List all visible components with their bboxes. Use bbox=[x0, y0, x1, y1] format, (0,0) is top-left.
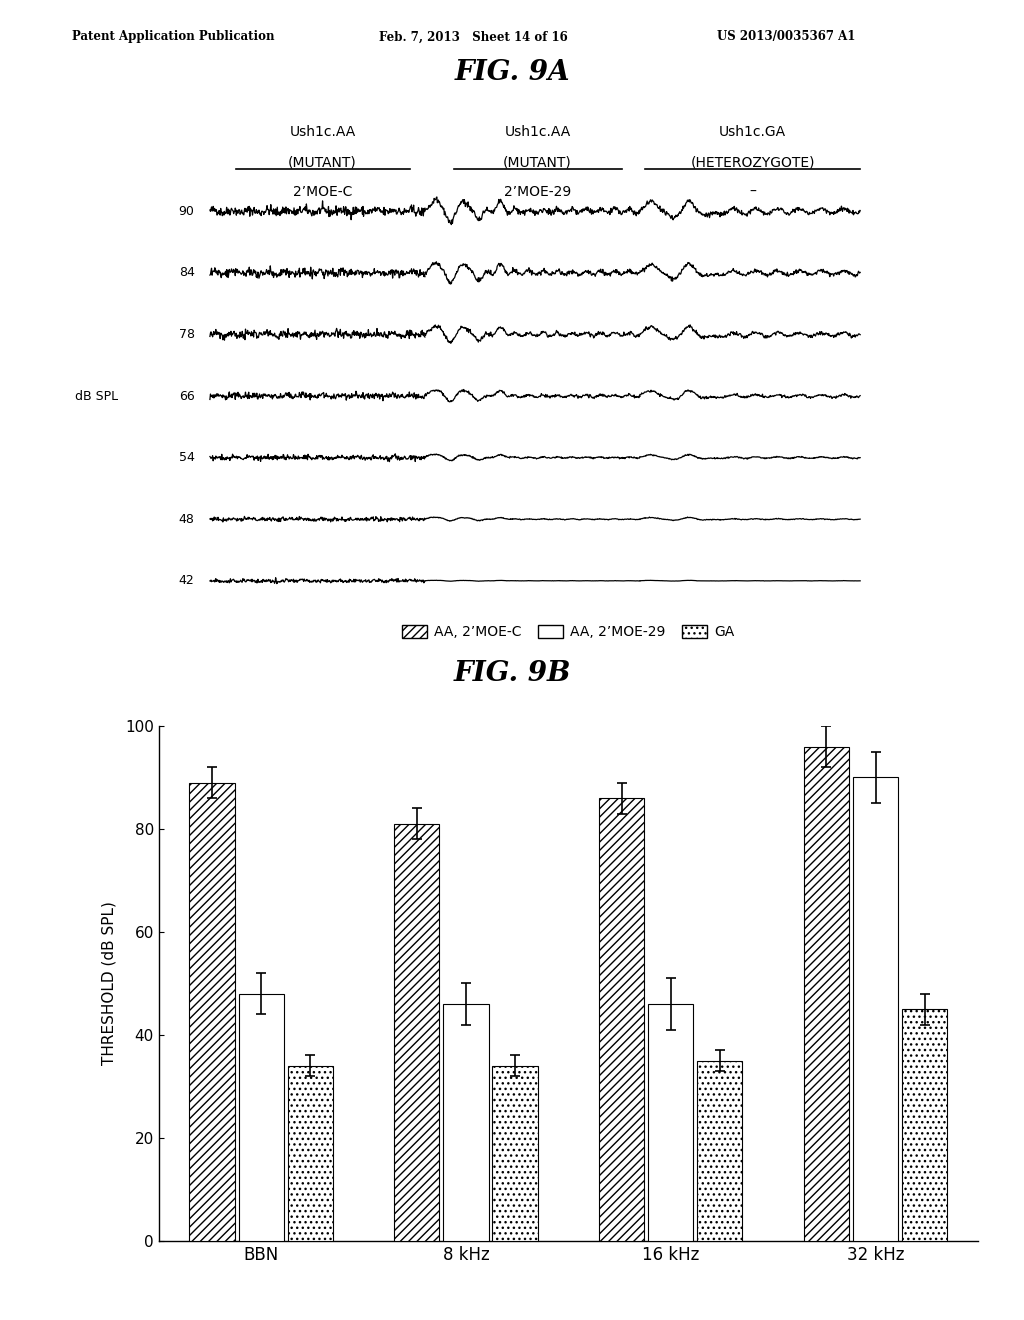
Bar bbox=[493, 1065, 538, 1241]
Y-axis label: THRESHOLD (dB SPL): THRESHOLD (dB SPL) bbox=[101, 902, 117, 1065]
Bar bbox=[697, 1061, 742, 1241]
Text: (MUTANT): (MUTANT) bbox=[503, 156, 572, 170]
Bar bbox=[804, 747, 849, 1241]
Text: (HETEROZYGOTE): (HETEROZYGOTE) bbox=[690, 156, 815, 170]
Text: 66: 66 bbox=[179, 389, 195, 403]
Text: (MUTANT): (MUTANT) bbox=[288, 156, 357, 170]
Text: –: – bbox=[750, 185, 756, 199]
Text: 78: 78 bbox=[178, 327, 195, 341]
Text: 2’MOE-C: 2’MOE-C bbox=[293, 185, 352, 199]
Bar bbox=[288, 1065, 333, 1241]
Bar bbox=[443, 1005, 488, 1241]
Text: 54: 54 bbox=[178, 451, 195, 465]
Text: Patent Application Publication: Patent Application Publication bbox=[72, 30, 274, 44]
Bar bbox=[648, 1005, 693, 1241]
Text: 90: 90 bbox=[178, 205, 195, 218]
Text: Feb. 7, 2013   Sheet 14 of 16: Feb. 7, 2013 Sheet 14 of 16 bbox=[379, 30, 567, 44]
Text: Ush1c.AA: Ush1c.AA bbox=[290, 125, 355, 140]
Bar bbox=[902, 1008, 947, 1241]
Text: FIG. 9A: FIG. 9A bbox=[455, 59, 569, 86]
Bar bbox=[189, 783, 234, 1241]
Text: 84: 84 bbox=[178, 267, 195, 280]
Text: Ush1c.GA: Ush1c.GA bbox=[719, 125, 786, 140]
Bar bbox=[394, 824, 439, 1241]
Bar bbox=[599, 799, 644, 1241]
Text: 42: 42 bbox=[179, 574, 195, 587]
Text: FIG. 9B: FIG. 9B bbox=[454, 660, 570, 686]
Text: Ush1c.AA: Ush1c.AA bbox=[505, 125, 570, 140]
Text: US 2013/0035367 A1: US 2013/0035367 A1 bbox=[717, 30, 855, 44]
Legend: AA, 2’MOE-C, AA, 2’MOE-29, GA: AA, 2’MOE-C, AA, 2’MOE-29, GA bbox=[396, 619, 740, 644]
Text: dB SPL: dB SPL bbox=[75, 389, 118, 403]
Text: 2’MOE-29: 2’MOE-29 bbox=[504, 185, 571, 199]
Bar bbox=[239, 994, 284, 1241]
Bar bbox=[853, 777, 898, 1241]
Text: 48: 48 bbox=[178, 512, 195, 525]
